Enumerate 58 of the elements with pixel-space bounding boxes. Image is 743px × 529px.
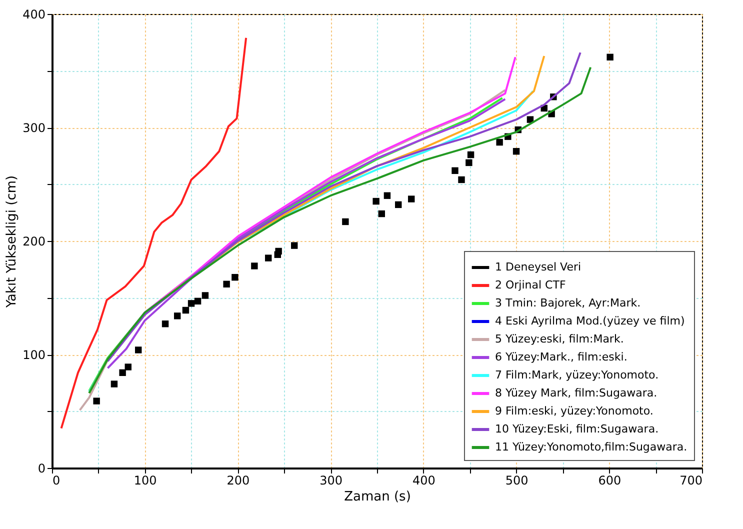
point: [342, 218, 349, 226]
point: [496, 138, 503, 146]
point: [251, 262, 258, 270]
point: [378, 210, 385, 218]
legend-label: 7 Film:Mark, yüzey:Yonomoto.: [495, 368, 659, 382]
x-tick-label: 700: [680, 474, 702, 488]
y-tick-label: 300: [22, 121, 46, 135]
legend-label: 6 Yüzey:Mark., film:eski.: [495, 350, 628, 364]
point: [526, 116, 534, 123]
point: [458, 176, 465, 184]
y-axis-title: Yakıt Yüksekligi (cm): [4, 175, 20, 309]
x-tick-label: 100: [134, 474, 157, 488]
x-tick-label: 400: [412, 474, 436, 488]
point: [182, 306, 190, 314]
point: [223, 280, 230, 288]
point: [452, 167, 458, 174]
point: [408, 196, 415, 202]
point: [93, 398, 100, 404]
point: [188, 300, 195, 307]
legend-label: 8 Yüzey Mark, film:Sugawara.: [495, 386, 658, 400]
point: [466, 159, 472, 166]
x-axis-title: Zaman (s): [344, 490, 411, 504]
legend-label: 9 Film:eski, yüzey:Yonomoto.: [495, 404, 654, 418]
point: [606, 54, 614, 60]
y-tick-label: 200: [22, 234, 46, 248]
point: [162, 320, 169, 328]
point: [512, 148, 520, 155]
legend-label: 10 Yüzey:Eski, film:Sugawara.: [495, 422, 659, 436]
point: [291, 242, 298, 249]
point: [110, 380, 118, 388]
point: [372, 198, 380, 205]
x-tick-label: 300: [320, 474, 343, 488]
point: [384, 192, 391, 199]
point: [194, 298, 202, 305]
legend-label: 2 Orjinal CTF: [495, 278, 566, 292]
point: [124, 364, 132, 370]
line-series: [60, 36, 248, 430]
y-tick-label: 400: [22, 8, 46, 22]
legend-label: 11 Yüzey:Yonomoto,film:Sugawara.: [495, 440, 688, 454]
y-tick-label: 0: [38, 462, 46, 476]
point: [174, 312, 181, 320]
point: [395, 201, 402, 208]
legend-label: 1 Deneysel Veri: [495, 260, 582, 274]
legend-label: 4 Eski Ayrilma Mod.(yüzey ve film): [495, 314, 685, 328]
point: [275, 248, 282, 255]
point: [232, 274, 238, 281]
x-tick-label: 500: [505, 474, 528, 488]
point: [119, 369, 126, 376]
point: [265, 254, 272, 262]
y-tick-label: 100: [22, 348, 46, 362]
x-tick-label: 600: [598, 474, 622, 488]
point: [202, 292, 209, 299]
point: [467, 151, 474, 158]
legend-label: 5 Yüzey:eski, film:Mark.: [495, 332, 624, 346]
point: [135, 346, 142, 354]
x-tick-label: 200: [226, 474, 250, 488]
x-tick-label: 0: [52, 474, 60, 488]
legend-label: 3 Tmin: Bajorek, Ayr:Mark.: [495, 296, 641, 310]
